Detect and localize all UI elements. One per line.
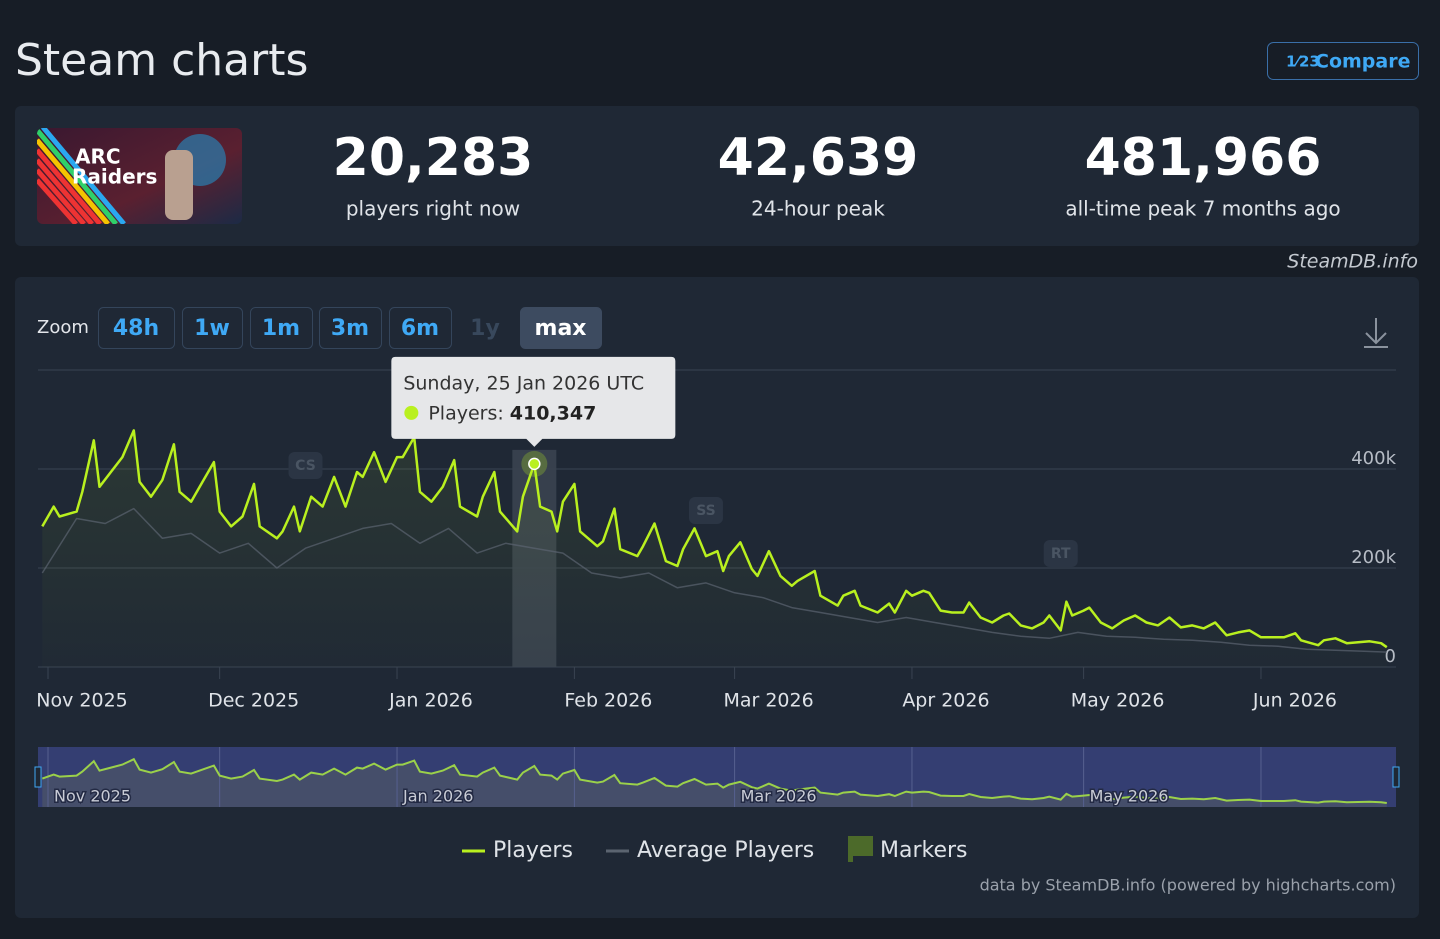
zoom-button-label[interactable]: 1m bbox=[262, 316, 300, 341]
zoom-button[interactable] bbox=[182, 307, 243, 349]
game-stripes bbox=[37, 148, 102, 224]
game-stripe bbox=[37, 138, 110, 224]
zoom-buttons: 48h 1w 1m 3m 6m 1y max bbox=[98, 307, 602, 349]
tooltip-date: Sunday, 25 Jan 2026 UTC bbox=[403, 372, 644, 394]
x-tick-label: Jun 2026 bbox=[1252, 690, 1337, 712]
stats-panel bbox=[15, 106, 1419, 246]
x-tick-label: Mar 2026 bbox=[723, 690, 813, 712]
players-area bbox=[42, 430, 1387, 667]
compare-label[interactable]: Compare bbox=[1315, 51, 1410, 73]
legend-label[interactable]: Players bbox=[493, 838, 573, 863]
stat-label: players right now bbox=[346, 197, 520, 221]
y-tick-label: 400k bbox=[1351, 448, 1396, 469]
navigator-label: Nov 2025 bbox=[54, 787, 131, 806]
zoom-button[interactable] bbox=[250, 307, 313, 349]
stat-value: 20,283 bbox=[333, 128, 534, 188]
y-tick-label: 0 bbox=[1385, 646, 1396, 667]
navigator-label: Mar 2026 bbox=[741, 787, 817, 806]
marker-label: SS bbox=[696, 503, 716, 519]
zoom-button-label[interactable]: max bbox=[535, 316, 587, 341]
compare-icon: 1⁄23 bbox=[1286, 53, 1320, 71]
x-tick-label: Apr 2026 bbox=[902, 690, 989, 712]
stat-label: 24-hour peak bbox=[751, 197, 885, 221]
legend-marker-icon bbox=[848, 836, 873, 862]
navigator-handle[interactable] bbox=[34, 766, 42, 788]
game-logo: ARC bbox=[75, 145, 121, 169]
zoom-button[interactable] bbox=[520, 307, 602, 349]
marker-label: CS bbox=[295, 458, 316, 474]
source-label: SteamDB.info bbox=[1287, 251, 1418, 273]
x-tick-label: Nov 2025 bbox=[36, 690, 127, 712]
x-tick-label: May 2026 bbox=[1071, 690, 1165, 712]
stat-value: 42,639 bbox=[718, 128, 919, 188]
zoom-button[interactable] bbox=[389, 307, 452, 349]
zoom-button-label[interactable]: 48h bbox=[113, 316, 159, 341]
game-stripe bbox=[37, 128, 126, 224]
download-icon[interactable] bbox=[1364, 318, 1388, 348]
marker-flag bbox=[1043, 540, 1078, 567]
game-logo: Raiders bbox=[72, 165, 157, 189]
zoom-button[interactable] bbox=[98, 307, 175, 349]
zoom-button[interactable] bbox=[319, 307, 382, 349]
navigator-label: May 2026 bbox=[1090, 787, 1169, 806]
compare-button[interactable] bbox=[1267, 42, 1419, 80]
tooltip-value: 410,347 bbox=[510, 402, 597, 424]
x-tick-label: Dec 2025 bbox=[208, 690, 299, 712]
game-art bbox=[165, 150, 193, 220]
credits[interactable]: data by SteamDB.info (powered by highcha… bbox=[980, 876, 1396, 895]
navigator-line bbox=[41, 757, 1387, 804]
average-line bbox=[41, 507, 1387, 653]
marker-label: RT bbox=[1051, 546, 1071, 562]
stat-label: all-time peak 7 months ago bbox=[1065, 197, 1340, 221]
zoom-button-label: 1y bbox=[470, 316, 500, 341]
zoom-button-label[interactable]: 3m bbox=[331, 316, 369, 341]
marker-flag bbox=[288, 452, 323, 479]
navigator-label: Jan 2026 bbox=[402, 787, 473, 806]
hover-point bbox=[528, 457, 541, 471]
stat-value: 481,966 bbox=[1085, 128, 1322, 188]
legend-label[interactable]: Markers bbox=[880, 838, 968, 863]
navigator-handle[interactable] bbox=[1392, 766, 1400, 788]
y-tick-label: 200k bbox=[1351, 547, 1396, 568]
x-tick-label: Jan 2026 bbox=[388, 690, 473, 712]
zoom-button-label[interactable]: 6m bbox=[401, 316, 439, 341]
tooltip-series: Players: bbox=[428, 402, 503, 424]
chart: 0 200k 400k Nov 2025 Dec 2025 Jan 2026 Feb 202… bbox=[34, 356, 1400, 895]
marker-flag bbox=[688, 497, 723, 524]
game-image: ARC Raiders bbox=[37, 128, 242, 224]
game-stripe bbox=[37, 128, 118, 224]
legend-label[interactable]: Average Players bbox=[637, 838, 814, 863]
tooltip-box bbox=[391, 356, 676, 447]
x-tick-label: Feb 2026 bbox=[564, 690, 652, 712]
page-title: Steam charts bbox=[15, 35, 308, 86]
stats: 20,283 players right now 42,639 24-hour pea… bbox=[333, 128, 1341, 221]
navigator-area bbox=[42, 759, 1387, 807]
zoom-button-label[interactable]: 1w bbox=[194, 316, 230, 341]
tooltip-swatch bbox=[404, 405, 419, 420]
zoom-label: Zoom bbox=[37, 317, 89, 338]
players-line bbox=[41, 429, 1388, 649]
